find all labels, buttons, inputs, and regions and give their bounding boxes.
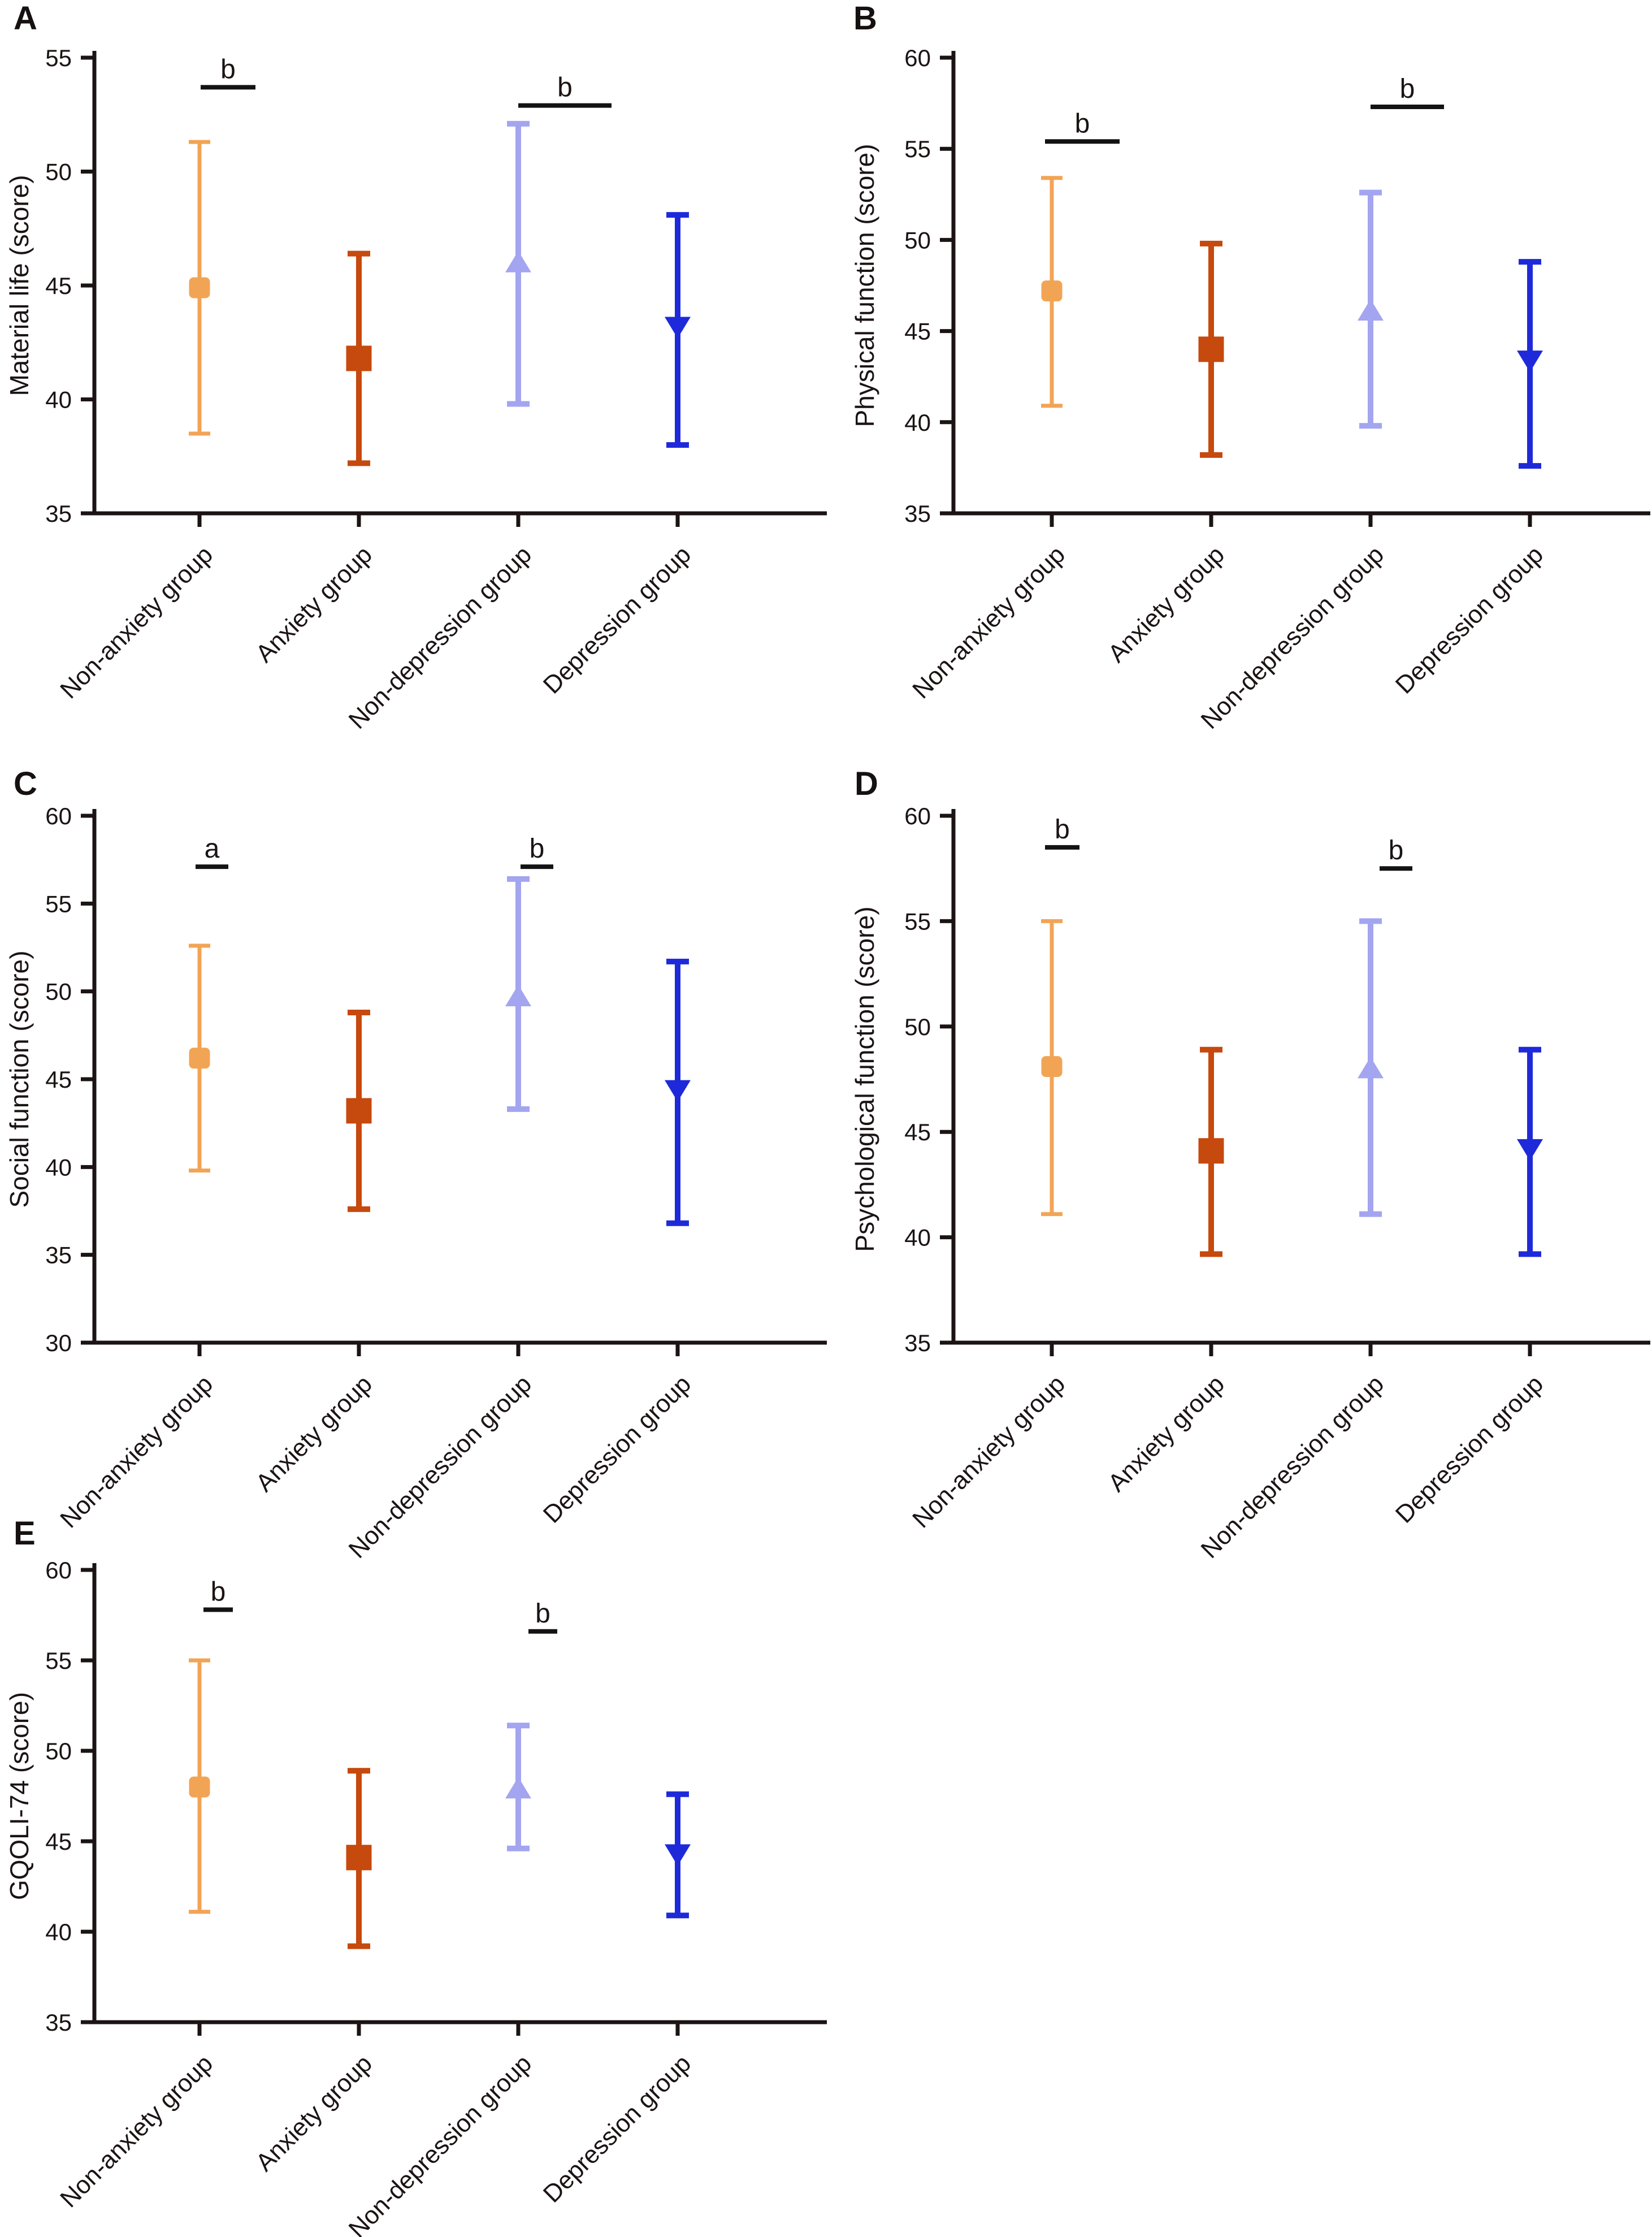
x-tick-label-non-depression-group: Non-depression group	[344, 2049, 537, 2237]
panel-letter-d: D	[855, 765, 878, 802]
significance-letter-b-1: b	[1400, 74, 1415, 104]
y-tick-label-55: 55	[45, 890, 72, 917]
panel-material-life: A 35 40 45 50 55 Non-anxiety group Anxiety gro…	[0, 0, 836, 746]
significance-letter-a-1: b	[557, 73, 573, 103]
panel-letter-e: E	[14, 1515, 36, 1552]
marker-square-non-anxiety-group	[189, 1048, 210, 1069]
marker-triangle-up-non-depression-group	[505, 984, 531, 1006]
y-tick-label-50: 50	[904, 227, 931, 253]
y-tick-label-45: 45	[45, 1828, 72, 1855]
marker-triangle-down-depression-group	[1517, 351, 1543, 373]
panel-letter-c: C	[14, 765, 37, 802]
y-axis-label: Psychological function (score)	[850, 906, 879, 1252]
y-tick-label-55: 55	[45, 1647, 72, 1674]
marker-square-anxiety-group	[346, 345, 372, 371]
y-tick-label-50: 50	[45, 979, 72, 1005]
x-tick-label-non-anxiety-group: Non-anxiety group	[55, 2049, 218, 2213]
y-tick-label-55: 55	[904, 908, 931, 934]
significance-letter-e-0: b	[211, 1577, 226, 1607]
marker-square-non-anxiety-group	[1041, 280, 1063, 302]
y-tick-label-60: 60	[45, 1557, 72, 1583]
y-tick-label-40: 40	[45, 1154, 72, 1180]
y-tick-label-35: 35	[904, 500, 931, 527]
marker-triangle-down-depression-group	[665, 1844, 691, 1866]
x-tick-label-anxiety-group: Anxiety group	[1103, 1370, 1230, 1497]
y-tick-label-55: 55	[45, 45, 72, 71]
x-tick-label-depression-group: Depression group	[538, 2049, 696, 2208]
x-tick-label-anxiety-group: Anxiety group	[250, 540, 378, 668]
marker-triangle-up-non-depression-group	[505, 1777, 531, 1799]
y-tick-label-45: 45	[45, 1066, 72, 1093]
y-tick-label-50: 50	[45, 159, 72, 185]
x-tick-label-non-depression-group: Non-depression group	[344, 540, 537, 734]
marker-square-anxiety-group	[1198, 1138, 1224, 1164]
y-tick-label-45: 45	[45, 272, 72, 299]
y-tick-label-60: 60	[904, 45, 931, 71]
significance-letter-c-0: a	[205, 834, 220, 864]
y-tick-label-60: 60	[45, 803, 72, 829]
y-tick-label-45: 45	[904, 1119, 931, 1145]
x-tick-label-non-depression-group: Non-depression group	[1196, 540, 1390, 734]
x-tick-label-depression-group: Depression group	[1390, 1370, 1549, 1528]
x-tick-label-non-anxiety-group: Non-anxiety group	[55, 540, 218, 704]
y-tick-label-30: 30	[45, 1330, 72, 1356]
marker-square-non-anxiety-group	[189, 277, 210, 298]
panel-psychological-function: D 35 40 45 50 55 60 Non-anxiety group Anxiety g…	[836, 746, 1652, 1564]
y-axis-label: Social function (score)	[5, 950, 34, 1208]
errorbar-plot-physical-function: 35 40 45 50 55 60 Non-anxiety group Anxiety gro…	[850, 45, 1650, 734]
significance-letter-d-0: b	[1055, 815, 1070, 845]
significance-letter-a-0: b	[220, 54, 236, 84]
errorbar-plot-gqoli-74: 35 40 45 50 55 60 Non-anxiety group Anxiety gro…	[5, 1557, 827, 2237]
x-tick-label-anxiety-group: Anxiety group	[250, 1370, 378, 1497]
marker-triangle-down-depression-group	[665, 1080, 691, 1102]
y-axis-label: GQOLI-74 (score)	[5, 1692, 34, 1900]
y-tick-label-35: 35	[45, 500, 72, 527]
y-tick-label-35: 35	[45, 1242, 72, 1269]
panel-letter-a: A	[14, 0, 37, 37]
marker-square-non-anxiety-group	[189, 1776, 210, 1798]
y-tick-label-40: 40	[45, 387, 72, 413]
y-axis-label: Physical function (score)	[850, 144, 879, 427]
x-tick-label-anxiety-group: Anxiety group	[250, 2049, 378, 2177]
x-tick-label-depression-group: Depression group	[538, 540, 696, 699]
marker-square-anxiety-group	[1198, 336, 1224, 362]
significance-letter-d-1: b	[1389, 836, 1404, 866]
panel-letter-b: B	[853, 0, 877, 37]
panel-social-function: C 30 35 40 45 50 55 60 Non-anxiety group Anxiety…	[0, 746, 836, 1564]
y-tick-label-40: 40	[45, 1919, 72, 1945]
significance-letter-b-0: b	[1075, 109, 1090, 139]
y-tick-label-50: 50	[45, 1738, 72, 1764]
marker-square-anxiety-group	[346, 1845, 372, 1871]
x-tick-label-non-depression-group: Non-depression group	[1196, 1370, 1390, 1564]
significance-letter-e-1: b	[535, 1599, 550, 1629]
y-tick-label-55: 55	[904, 136, 931, 162]
panel-gqoli-74: E 35 40 45 50 55 60 Non-anxiety group Anxiety g…	[0, 1492, 836, 2237]
y-tick-label-50: 50	[904, 1014, 931, 1040]
marker-square-non-anxiety-group	[1041, 1056, 1063, 1078]
errorbar-plot-psychological-function: 35 40 45 50 55 60 Non-anxiety group Anxiety gro…	[850, 803, 1650, 1564]
y-tick-label-40: 40	[904, 1224, 931, 1251]
errorbar-plot-material-life: 35 40 45 50 55 Non-anxiety group Anxiety group…	[5, 45, 827, 734]
y-tick-label-35: 35	[45, 2009, 72, 2036]
significance-letter-c-1: b	[530, 834, 545, 864]
y-tick-label-45: 45	[904, 318, 931, 345]
x-tick-label-non-anxiety-group: Non-anxiety group	[907, 1370, 1070, 1533]
x-tick-label-depression-group: Depression group	[1390, 540, 1549, 699]
y-tick-label-60: 60	[904, 803, 931, 829]
x-tick-label-anxiety-group: Anxiety group	[1103, 540, 1230, 668]
x-tick-label-non-anxiety-group: Non-anxiety group	[907, 540, 1070, 704]
panel-physical-function: B 35 40 45 50 55 60 Non-anxiety group Anxiety g…	[836, 0, 1652, 746]
marker-triangle-down-depression-group	[1517, 1139, 1543, 1161]
y-tick-label-35: 35	[904, 1330, 931, 1356]
y-axis-label: Material life (score)	[5, 175, 34, 396]
marker-triangle-down-depression-group	[665, 317, 691, 339]
marker-triangle-up-non-depression-group	[1358, 1057, 1384, 1079]
marker-triangle-up-non-depression-group	[1358, 299, 1384, 321]
marker-triangle-up-non-depression-group	[505, 250, 531, 272]
y-tick-label-40: 40	[904, 409, 931, 436]
marker-square-anxiety-group	[346, 1098, 372, 1124]
